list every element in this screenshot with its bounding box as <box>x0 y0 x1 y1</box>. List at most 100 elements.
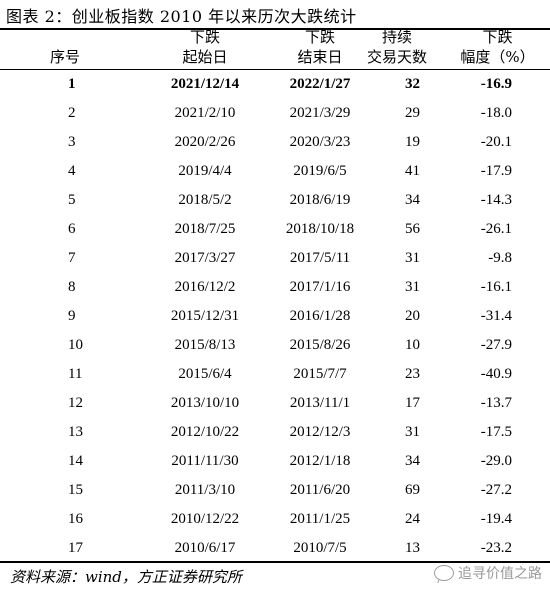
table-row: 9 2015/12/31 2016/1/28 20 -31.4 <box>0 302 550 331</box>
header-start-top: 下跌 <box>189 28 220 46</box>
row-seq: 1 <box>68 76 76 92</box>
row-trading-days: 56 <box>405 221 420 237</box>
row-seq: 3 <box>68 134 76 150</box>
row-start-date: 2018/5/2 <box>178 192 232 208</box>
row-trading-days: 34 <box>405 453 420 469</box>
row-start-date: 2011/11/30 <box>171 453 239 469</box>
table-row: 14 2011/11/30 2012/1/18 34 -29.0 <box>0 447 550 476</box>
table-row: 8 2016/12/2 2017/1/16 31 -16.1 <box>0 273 550 302</box>
row-trading-days: 34 <box>405 192 420 208</box>
row-start-date: 2015/8/13 <box>174 337 236 353</box>
row-seq: 7 <box>68 250 76 266</box>
row-start-date: 2021/12/14 <box>170 76 240 92</box>
table-row: 15 2011/3/10 2011/6/20 69 -27.2 <box>0 476 550 505</box>
table-row: 17 2010/6/17 2010/7/5 13 -23.2 <box>0 534 550 563</box>
row-seq: 4 <box>68 163 76 179</box>
table-row: 10 2015/8/13 2015/8/26 10 -27.9 <box>0 331 550 360</box>
bottom-rule <box>0 561 550 563</box>
row-trading-days: 69 <box>405 482 420 498</box>
row-decline-pct: -16.9 <box>480 76 512 92</box>
row-start-date: 2011/3/10 <box>174 482 236 498</box>
row-decline-pct: -18.0 <box>480 105 512 121</box>
table-row: 12 2013/10/10 2013/11/1 17 -13.7 <box>0 389 550 418</box>
row-start-date: 2016/12/2 <box>174 279 236 295</box>
row-start-date: 2010/12/22 <box>170 511 240 527</box>
row-decline-pct: -31.4 <box>480 308 512 324</box>
table-row: 16 2010/12/22 2011/1/25 24 -19.4 <box>0 505 550 534</box>
table-row: 6 2018/7/25 2018/10/18 56 -26.1 <box>0 215 550 244</box>
row-seq: 9 <box>68 308 76 324</box>
header-end: 下跌 结束日 <box>260 27 380 67</box>
header-start-bottom: 起始日 <box>182 48 228 66</box>
row-trading-days: 10 <box>405 337 420 353</box>
row-trading-days: 13 <box>405 540 420 556</box>
wechat-icon <box>434 565 454 581</box>
row-end-date: 2018/10/18 <box>285 221 355 237</box>
row-seq: 8 <box>68 279 76 295</box>
table-row: 3 2020/2/26 2020/3/23 19 -20.1 <box>0 128 550 157</box>
row-decline-pct: -27.9 <box>480 337 512 353</box>
header-seq: 序号 <box>35 47 95 67</box>
figure-title: 图表 2：创业板指数 2010 年以来历次大跌统计 <box>6 7 357 26</box>
row-seq: 16 <box>68 511 83 527</box>
decline-table: 1 2021/12/14 2022/1/27 32 -16.9 2 2021/2/10 202… <box>0 70 550 563</box>
row-decline-pct: -26.1 <box>480 221 512 237</box>
row-end-date: 2011/6/20 <box>289 482 351 498</box>
row-decline-pct: -29.0 <box>480 453 512 469</box>
header-rule <box>0 69 550 70</box>
row-seq: 10 <box>68 337 83 353</box>
row-decline-pct: -14.3 <box>480 192 512 208</box>
row-seq: 2 <box>68 105 76 121</box>
row-seq: 13 <box>68 424 83 440</box>
row-end-date: 2022/1/27 <box>289 76 351 92</box>
row-start-date: 2015/12/31 <box>170 308 240 324</box>
row-decline-pct: -20.1 <box>480 134 512 150</box>
row-end-date: 2016/1/28 <box>289 308 351 324</box>
row-trading-days: 24 <box>405 511 420 527</box>
header-pct-top: 下跌 <box>482 28 513 46</box>
watermark: 追寻价值之路 <box>434 563 542 583</box>
header-end-top: 下跌 <box>304 28 335 46</box>
top-rule <box>0 28 550 30</box>
row-decline-pct: -40.9 <box>480 366 512 382</box>
row-seq: 14 <box>68 453 83 469</box>
header-pct-bottom: 幅度（%） <box>460 48 535 66</box>
row-start-date: 2018/7/25 <box>174 221 236 237</box>
header-days-top: 持续 <box>381 28 412 46</box>
row-end-date: 2012/12/3 <box>289 424 351 440</box>
header-end-bottom: 结束日 <box>297 48 343 66</box>
row-end-date: 2017/1/16 <box>289 279 351 295</box>
table-row: 5 2018/5/2 2018/6/19 34 -14.3 <box>0 186 550 215</box>
row-end-date: 2011/1/25 <box>289 511 351 527</box>
header-days-bottom: 交易天数 <box>366 48 427 66</box>
row-end-date: 2021/3/29 <box>289 105 351 121</box>
row-end-date: 2020/3/23 <box>289 134 351 150</box>
row-end-date: 2012/1/18 <box>289 453 351 469</box>
header-start: 下跌 起始日 <box>150 27 260 67</box>
row-trading-days: 41 <box>405 163 420 179</box>
source-note: 资料来源：wind，方正证券研究所 <box>10 568 242 586</box>
row-trading-days: 20 <box>405 308 420 324</box>
table-row: 13 2012/10/22 2012/12/3 31 -17.5 <box>0 418 550 447</box>
watermark-text: 追寻价值之路 <box>458 566 542 582</box>
table-row: 2 2021/2/10 2021/3/29 29 -18.0 <box>0 99 550 128</box>
row-start-date: 2019/4/4 <box>178 163 232 179</box>
row-trading-days: 23 <box>405 366 420 382</box>
row-seq: 5 <box>68 192 76 208</box>
table-row: 1 2021/12/14 2022/1/27 32 -16.9 <box>0 70 550 99</box>
table-row: 4 2019/4/4 2019/6/5 41 -17.9 <box>0 157 550 186</box>
row-start-date: 2013/10/10 <box>170 395 240 411</box>
row-start-date: 2010/6/17 <box>174 540 236 556</box>
row-end-date: 2017/5/11 <box>289 250 351 266</box>
row-trading-days: 31 <box>405 279 420 295</box>
row-decline-pct: -17.5 <box>480 424 512 440</box>
row-seq: 17 <box>68 540 83 556</box>
row-decline-pct: -9.8 <box>488 250 512 266</box>
row-start-date: 2021/2/10 <box>174 105 236 121</box>
row-decline-pct: -19.4 <box>480 511 512 527</box>
row-decline-pct: -13.7 <box>480 395 512 411</box>
table-row: 7 2017/3/27 2017/5/11 31 -9.8 <box>0 244 550 273</box>
row-decline-pct: -27.2 <box>480 482 512 498</box>
row-start-date: 2020/2/26 <box>174 134 236 150</box>
row-start-date: 2012/10/22 <box>170 424 240 440</box>
